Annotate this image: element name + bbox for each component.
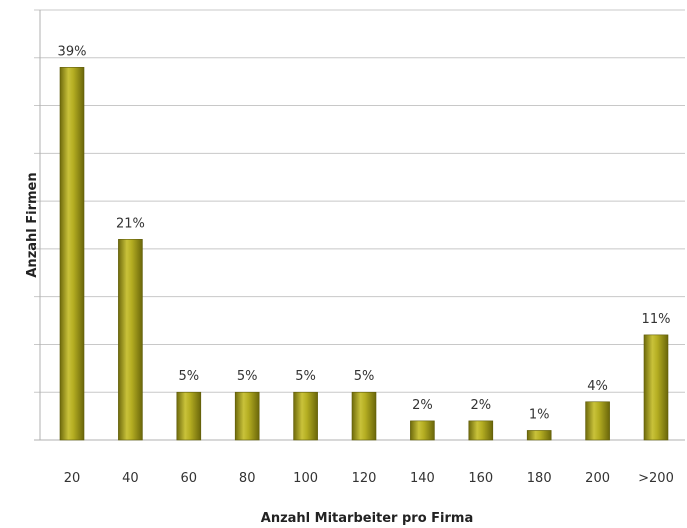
data-label: 11% <box>642 312 671 327</box>
x-tick-label: 140 <box>410 471 435 486</box>
bar-120 <box>351 391 377 441</box>
data-label: 1% <box>529 407 550 422</box>
x-tick-label: 120 <box>352 471 377 486</box>
x-tick-label: 60 <box>181 471 198 486</box>
bar-180 <box>526 430 552 441</box>
x-tick-label: 200 <box>585 471 610 486</box>
data-label: 5% <box>295 369 316 384</box>
data-label: 39% <box>58 44 87 59</box>
data-label: 2% <box>470 398 491 413</box>
bar-40 <box>118 239 143 441</box>
bar-20 <box>59 67 85 441</box>
bar-140 <box>410 420 435 441</box>
x-tick-label: 80 <box>239 471 256 486</box>
bar-160 <box>468 420 494 441</box>
data-label: 2% <box>412 398 433 413</box>
data-label: 21% <box>116 216 145 231</box>
y-axis-title: Anzahl Firmen <box>25 172 40 277</box>
x-tick-labels: 20 40 60 80 100 120 140 160 180 200 >200 <box>64 471 674 486</box>
x-tick-label: 100 <box>293 471 318 486</box>
bars <box>59 67 669 441</box>
data-label: 5% <box>178 369 199 384</box>
bar-100 <box>293 391 318 441</box>
data-label: 4% <box>587 379 608 394</box>
x-tick-label: 40 <box>122 471 139 486</box>
bar-60 <box>176 391 202 441</box>
x-tick-label: 180 <box>527 471 552 486</box>
bar-gt200 <box>643 334 669 441</box>
x-tick-label: >200 <box>638 471 674 486</box>
data-labels: 39% 21% 5% 5% 5% 5% 2% 2% 1% 4% 11% <box>58 44 671 422</box>
bar-200 <box>585 401 610 441</box>
data-label: 5% <box>354 369 375 384</box>
x-axis-title: Anzahl Mitarbeiter pro Firma <box>261 511 473 526</box>
bar-80 <box>234 391 260 441</box>
x-tick-label: 160 <box>468 471 493 486</box>
data-label: 5% <box>237 369 258 384</box>
x-tick-label: 20 <box>64 471 81 486</box>
